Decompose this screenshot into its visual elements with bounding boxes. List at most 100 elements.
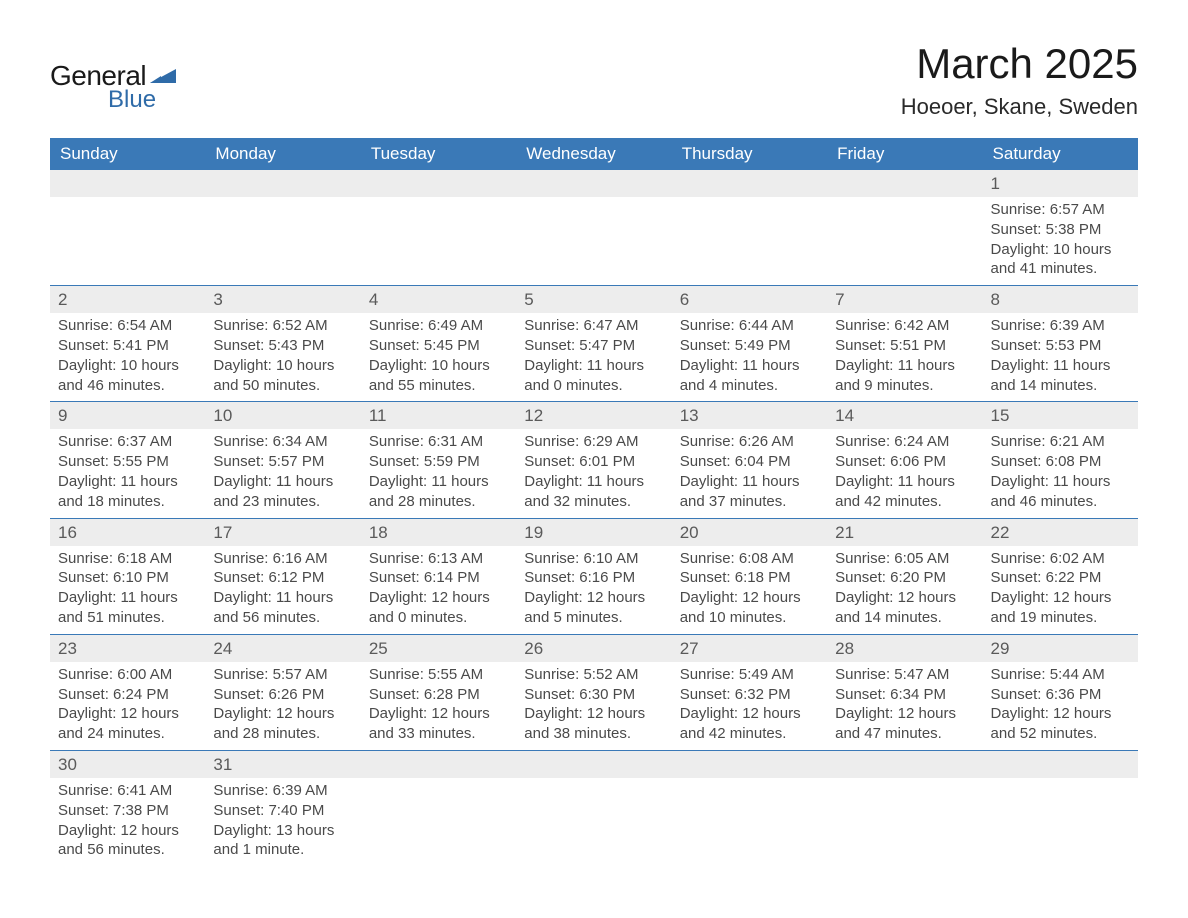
sunset-line: Sunset: 5:57 PM [213, 452, 352, 472]
calendar-tbody: 1 Sunrise: 6:57 AMSunset: 5:38 PMDayligh… [50, 170, 1138, 866]
day-number-cell: 27 [672, 634, 827, 662]
sunrise-line: Sunrise: 6:44 AM [680, 316, 819, 336]
day-header: Tuesday [361, 138, 516, 170]
day-number-cell: 26 [516, 634, 671, 662]
sunrise-line: Sunrise: 5:44 AM [991, 665, 1130, 685]
day-number-cell: 16 [50, 518, 205, 546]
day-detail-cell: Sunrise: 6:08 AMSunset: 6:18 PMDaylight:… [672, 546, 827, 635]
sunset-line: Sunset: 6:34 PM [835, 685, 974, 705]
daylight-line: Daylight: 11 hours and 46 minutes. [991, 472, 1130, 512]
sunset-line: Sunset: 5:41 PM [58, 336, 197, 356]
daylight-line: Daylight: 11 hours and 4 minutes. [680, 356, 819, 396]
day-number-cell: 7 [827, 286, 982, 314]
day-detail-cell: Sunrise: 6:47 AMSunset: 5:47 PMDaylight:… [516, 313, 671, 402]
day-detail-cell [516, 197, 671, 286]
day-detail-cell: Sunrise: 6:13 AMSunset: 6:14 PMDaylight:… [361, 546, 516, 635]
day-detail-cell [361, 197, 516, 286]
day-number-cell [827, 170, 982, 197]
title-block: March 2025 Hoeoer, Skane, Sweden [901, 40, 1138, 120]
day-header: Wednesday [516, 138, 671, 170]
sunrise-line: Sunrise: 6:26 AM [680, 432, 819, 452]
day-detail-cell: Sunrise: 6:52 AMSunset: 5:43 PMDaylight:… [205, 313, 360, 402]
sunrise-line: Sunrise: 6:21 AM [991, 432, 1130, 452]
daylight-line: Daylight: 11 hours and 14 minutes. [991, 356, 1130, 396]
sunset-line: Sunset: 6:22 PM [991, 568, 1130, 588]
daylight-line: Daylight: 10 hours and 41 minutes. [991, 240, 1130, 280]
day-detail-cell: Sunrise: 5:44 AMSunset: 6:36 PMDaylight:… [983, 662, 1138, 751]
sunrise-line: Sunrise: 6:13 AM [369, 549, 508, 569]
sunset-line: Sunset: 5:59 PM [369, 452, 508, 472]
daylight-line: Daylight: 12 hours and 33 minutes. [369, 704, 508, 744]
day-detail-cell: Sunrise: 6:54 AMSunset: 5:41 PMDaylight:… [50, 313, 205, 402]
day-number-cell: 3 [205, 286, 360, 314]
day-detail-cell [516, 778, 671, 866]
day-detail-cell [50, 197, 205, 286]
daylight-line: Daylight: 11 hours and 9 minutes. [835, 356, 974, 396]
sunrise-line: Sunrise: 5:52 AM [524, 665, 663, 685]
day-number-cell: 13 [672, 402, 827, 430]
sunrise-line: Sunrise: 6:08 AM [680, 549, 819, 569]
daylight-line: Daylight: 11 hours and 28 minutes. [369, 472, 508, 512]
day-number-cell [983, 750, 1138, 778]
sunset-line: Sunset: 6:32 PM [680, 685, 819, 705]
daylight-line: Daylight: 12 hours and 5 minutes. [524, 588, 663, 628]
day-number-cell: 28 [827, 634, 982, 662]
daylight-line: Daylight: 11 hours and 18 minutes. [58, 472, 197, 512]
daylight-line: Daylight: 11 hours and 37 minutes. [680, 472, 819, 512]
day-header: Sunday [50, 138, 205, 170]
sunset-line: Sunset: 6:28 PM [369, 685, 508, 705]
sunset-line: Sunset: 5:43 PM [213, 336, 352, 356]
day-detail-cell: Sunrise: 6:05 AMSunset: 6:20 PMDaylight:… [827, 546, 982, 635]
day-number-cell: 24 [205, 634, 360, 662]
day-number-cell: 25 [361, 634, 516, 662]
logo-flag-icon [150, 65, 176, 85]
daylight-line: Daylight: 10 hours and 50 minutes. [213, 356, 352, 396]
day-detail-cell: Sunrise: 6:57 AMSunset: 5:38 PMDaylight:… [983, 197, 1138, 286]
day-number-cell: 2 [50, 286, 205, 314]
sunset-line: Sunset: 5:53 PM [991, 336, 1130, 356]
calendar-table: SundayMondayTuesdayWednesdayThursdayFrid… [50, 138, 1138, 866]
sunrise-line: Sunrise: 5:47 AM [835, 665, 974, 685]
logo-text-sub: Blue [108, 86, 156, 114]
daylight-line: Daylight: 11 hours and 42 minutes. [835, 472, 974, 512]
sunrise-line: Sunrise: 6:52 AM [213, 316, 352, 336]
sunset-line: Sunset: 5:55 PM [58, 452, 197, 472]
sunrise-line: Sunrise: 6:00 AM [58, 665, 197, 685]
sunrise-line: Sunrise: 6:05 AM [835, 549, 974, 569]
sunset-line: Sunset: 6:20 PM [835, 568, 974, 588]
day-detail-cell [983, 778, 1138, 866]
day-number-cell: 21 [827, 518, 982, 546]
day-detail-cell [827, 778, 982, 866]
day-number-cell: 29 [983, 634, 1138, 662]
daylight-line: Daylight: 12 hours and 42 minutes. [680, 704, 819, 744]
sunrise-line: Sunrise: 6:02 AM [991, 549, 1130, 569]
sunset-line: Sunset: 5:47 PM [524, 336, 663, 356]
sunset-line: Sunset: 5:45 PM [369, 336, 508, 356]
day-detail-cell: Sunrise: 6:00 AMSunset: 6:24 PMDaylight:… [50, 662, 205, 751]
day-number-cell: 18 [361, 518, 516, 546]
location: Hoeoer, Skane, Sweden [901, 94, 1138, 120]
day-number-cell: 11 [361, 402, 516, 430]
sunrise-line: Sunrise: 6:29 AM [524, 432, 663, 452]
day-number-cell: 4 [361, 286, 516, 314]
logo: General Blue [50, 60, 176, 114]
daylight-line: Daylight: 10 hours and 46 minutes. [58, 356, 197, 396]
sunrise-line: Sunrise: 6:41 AM [58, 781, 197, 801]
day-detail-cell: Sunrise: 6:34 AMSunset: 5:57 PMDaylight:… [205, 429, 360, 518]
daylight-line: Daylight: 12 hours and 19 minutes. [991, 588, 1130, 628]
sunrise-line: Sunrise: 6:57 AM [991, 200, 1130, 220]
day-detail-cell: Sunrise: 6:37 AMSunset: 5:55 PMDaylight:… [50, 429, 205, 518]
daylight-line: Daylight: 11 hours and 51 minutes. [58, 588, 197, 628]
sunset-line: Sunset: 6:06 PM [835, 452, 974, 472]
day-header: Saturday [983, 138, 1138, 170]
sunset-line: Sunset: 6:14 PM [369, 568, 508, 588]
day-number-cell [50, 170, 205, 197]
sunrise-line: Sunrise: 6:18 AM [58, 549, 197, 569]
day-detail-cell: Sunrise: 6:24 AMSunset: 6:06 PMDaylight:… [827, 429, 982, 518]
day-number-cell: 14 [827, 402, 982, 430]
day-number-cell [361, 170, 516, 197]
sunset-line: Sunset: 6:30 PM [524, 685, 663, 705]
day-number-cell: 23 [50, 634, 205, 662]
daylight-line: Daylight: 12 hours and 52 minutes. [991, 704, 1130, 744]
day-detail-cell [672, 778, 827, 866]
